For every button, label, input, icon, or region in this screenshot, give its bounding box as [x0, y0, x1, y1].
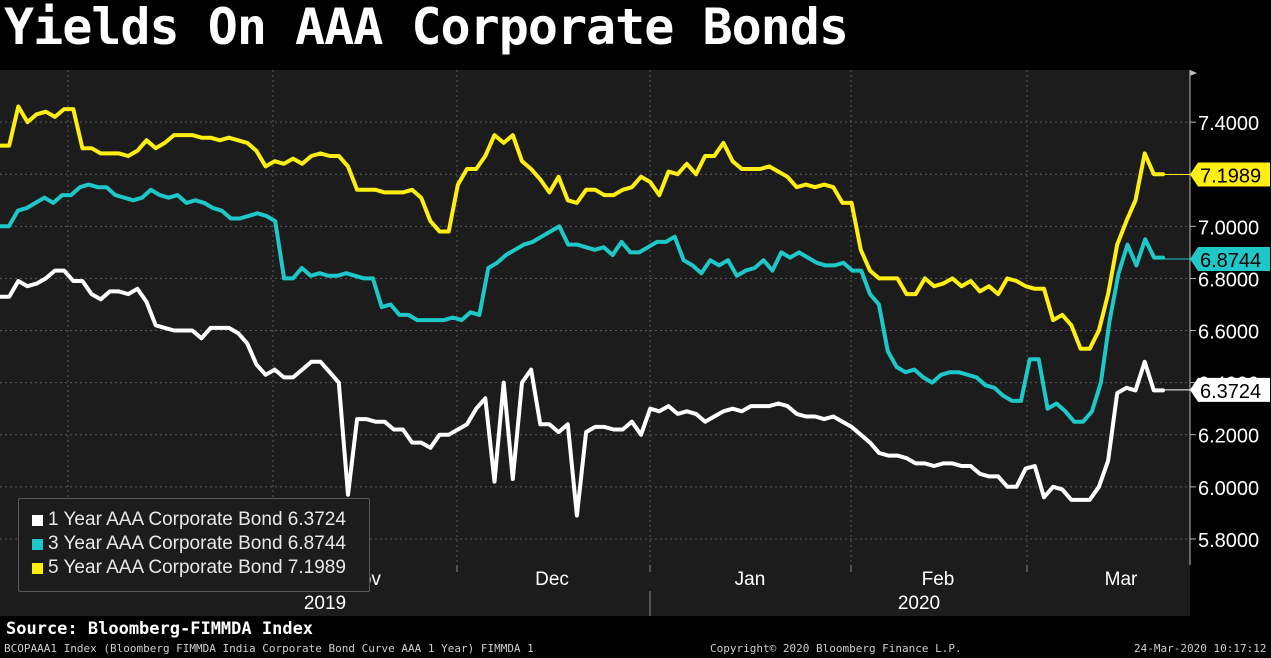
last-value-tag-3y [1190, 247, 1270, 272]
y-tick-label: 6.2000 [1198, 426, 1259, 448]
legend-label-3y: 3 Year AAA Corporate Bond 6.8744 [48, 533, 346, 554]
last-value-label-5y: 7.1989 [1200, 165, 1261, 187]
x-tick-label: Mar [1105, 569, 1138, 590]
chart-legend: 1 Year AAA Corporate Bond 6.3724 3 Year … [18, 498, 370, 592]
last-value-tag-5y [1190, 162, 1270, 187]
last-value-label-1y: 6.3724 [1200, 381, 1261, 403]
legend-item-3y: 3 Year AAA Corporate Bond 6.8744 [19, 533, 369, 557]
series-line-5y [0, 104, 1165, 351]
source-note: Source: Bloomberg-FIMMDA Index [6, 619, 314, 639]
legend-swatch-5y [32, 563, 43, 574]
legend-item-5y: 5 Year AAA Corporate Bond 7.1989 [19, 557, 369, 581]
y-tick-label: 7.4000 [1198, 113, 1259, 135]
y-axis-arrow [1190, 70, 1197, 76]
series-line-1y [0, 268, 1165, 518]
last-value-label-3y: 6.8744 [1200, 250, 1261, 272]
y-tick-label: 6.8000 [1198, 269, 1259, 291]
page-title: Yields On AAA Corporate Bonds [4, 0, 849, 56]
year-label: 2019 [304, 593, 346, 614]
legend-swatch-3y [32, 539, 43, 550]
x-tick-label: Jan [735, 569, 766, 590]
legend-label-1y: 1 Year AAA Corporate Bond 6.3724 [48, 509, 346, 530]
legend-swatch-1y [32, 515, 43, 526]
y-tick-label: 6.6000 [1198, 322, 1259, 344]
footer-ticker: BCOPAAA1 Index (Bloomberg FIMMDA India C… [4, 642, 534, 655]
x-tick-label: Feb [922, 569, 955, 590]
y-tick-label: 5.8000 [1198, 530, 1259, 552]
last-value-tag-1y [1190, 377, 1270, 402]
footer-copyright: Copyright© 2020 Bloomberg Finance L.P. [710, 642, 962, 655]
footer-timestamp: 24-Mar-2020 10:17:12 [1134, 642, 1267, 655]
series-line-3y [0, 182, 1165, 424]
year-label: 2020 [898, 593, 940, 614]
plot-area [0, 70, 1190, 565]
footer-bar: BCOPAAA1 Index (Bloomberg FIMMDA India C… [0, 640, 1271, 658]
chart: 5.80006.00006.20006.40006.60006.80007.00… [0, 70, 1271, 616]
y-tick-label: 6.0000 [1198, 478, 1259, 500]
y-tick-label: 7.0000 [1198, 217, 1259, 239]
legend-label-5y: 5 Year AAA Corporate Bond 7.1989 [48, 557, 346, 578]
x-tick-label: Dec [535, 569, 569, 590]
chart-canvas: 5.80006.00006.20006.40006.60006.80007.00… [0, 70, 1270, 616]
legend-item-1y: 1 Year AAA Corporate Bond 6.3724 [19, 509, 369, 533]
